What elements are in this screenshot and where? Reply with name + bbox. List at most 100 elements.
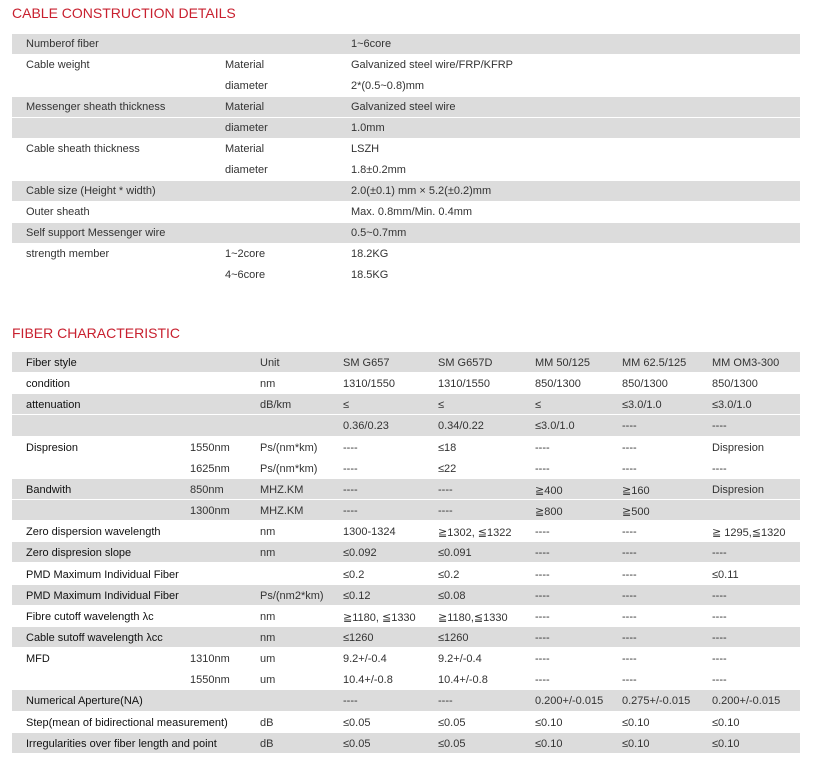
- table-cell: nm: [260, 378, 276, 391]
- table-cell: 1.8±0.2mm: [351, 164, 406, 176]
- table-cell: SM G657D: [438, 357, 493, 369]
- table-cell: Cable size (Height * width): [26, 185, 156, 197]
- table-cell: 850/1300: [712, 378, 758, 391]
- table-cell: ----: [622, 589, 637, 602]
- table-cell: nm: [260, 526, 276, 539]
- table-cell: ≤0.10: [712, 716, 740, 729]
- table-cell: ----: [343, 483, 358, 496]
- table-cell: ----: [535, 610, 550, 623]
- table-cell: Material: [225, 59, 265, 71]
- table-cell: ≤0.2: [438, 568, 460, 581]
- table-row: Cable size (Height * width) 2.0(±0.1) mm …: [12, 181, 800, 202]
- table-cell: ----: [712, 674, 727, 687]
- table-cell: Galvanized steel wire: [351, 101, 456, 113]
- table-cell: ----: [712, 631, 727, 644]
- table-row: Outer sheath Max. 0.8mm/Min. 0.4mm: [12, 202, 800, 223]
- table-cell: PMD Maximum Individual Fiber: [26, 568, 179, 581]
- table-cell: ----: [343, 695, 358, 708]
- table-cell: 0.200+/-0.015: [535, 695, 604, 708]
- table-cell: Galvanized steel wire/FRP/KFRP: [351, 59, 513, 71]
- table-cell: 1300nm: [190, 505, 230, 518]
- table-row: Cable weight Material Galvanized steel wir…: [12, 55, 800, 76]
- table-cell: ≤0.05: [343, 716, 371, 729]
- table-cell: ----: [535, 547, 550, 560]
- table-row: Messenger sheath thickness Material Galvan…: [12, 97, 800, 118]
- table-row: Step(mean of bidirectional measurement) d…: [12, 712, 800, 733]
- table-cell: ----: [438, 695, 453, 708]
- table-cell: 9.2+/-0.4: [438, 653, 482, 666]
- table-cell: ≤: [343, 399, 350, 412]
- table-row: MFD 1310nm um 9.2+/-0.4 9.2+/-0.4 ---- ---- ---…: [12, 648, 800, 669]
- table-cell: Step(mean of bidirectional measurement): [26, 716, 228, 729]
- table-row: Self support Messenger wire 0.5~0.7mm: [12, 223, 800, 244]
- table-cell: ----: [343, 441, 358, 454]
- table-cell: ----: [622, 462, 637, 475]
- section-title: FIBER CHARACTERISTIC: [12, 325, 181, 341]
- table-cell: diameter: [225, 164, 268, 176]
- table-row: Zero dispersion wavelength nm 1300-1324 ≧13…: [12, 521, 800, 542]
- table-cell: ----: [535, 526, 550, 539]
- table-cell: Numerical Aperture(NA): [26, 695, 143, 708]
- table-cell: ≤0.10: [535, 737, 563, 750]
- table-cell: um: [260, 674, 276, 687]
- table-cell: ----: [712, 547, 727, 560]
- table-cell: ----: [712, 610, 727, 623]
- table-cell: diameter: [225, 122, 268, 134]
- table-cell: ----: [622, 631, 637, 644]
- table-cell: Cable sheath thickness: [26, 143, 140, 155]
- table-cell: ≧1180, ≦1330: [343, 611, 416, 624]
- table-cell: 0.36/0.23: [343, 420, 389, 433]
- table-cell: Bandwith: [26, 483, 72, 496]
- table-cell: ----: [535, 462, 550, 475]
- table-cell: ≤3.0/1.0: [622, 399, 662, 412]
- table-cell: diameter: [225, 80, 268, 92]
- table-cell: MHZ.KM: [260, 505, 304, 518]
- table-cell: ≤18: [438, 441, 457, 454]
- table-cell: Dispresion: [712, 483, 764, 496]
- table-cell: nm: [260, 631, 276, 644]
- table-cell: ----: [622, 547, 637, 560]
- table-cell: ≧500: [622, 506, 650, 519]
- table-cell: Material: [225, 143, 265, 155]
- table-row: Fiber style Unit SM G657 SM G657D MM 50/125 M…: [12, 352, 800, 374]
- table-cell: condition: [26, 378, 71, 391]
- table-cell: 850nm: [190, 483, 224, 496]
- table-cell: ----: [712, 420, 727, 433]
- table-row: 4~6core 18.5KG: [12, 265, 800, 286]
- table-cell: Fibre cutoff wavelength λc: [26, 610, 154, 623]
- table-cell: Ps/(nm2*km): [260, 589, 324, 602]
- table-row: 0.36/0.23 0.34/0.22 ≤3.0/1.0 ---- ----: [12, 415, 800, 437]
- table-cell: ----: [622, 526, 637, 539]
- table-cell: 18.2KG: [351, 248, 389, 260]
- table-cell: ----: [535, 674, 550, 687]
- table-cell: ----: [712, 462, 727, 475]
- table-cell: attenuation: [26, 399, 81, 412]
- table-cell: 1310nm: [190, 653, 230, 666]
- table-cell: SM G657: [343, 357, 390, 369]
- table-row: PMD Maximum Individual Fiber Ps/(nm2*km) ≤…: [12, 584, 800, 606]
- table-cell: Material: [225, 101, 265, 113]
- table-cell: ----: [712, 589, 727, 602]
- table-cell: ----: [712, 653, 727, 666]
- table-cell: ≤3.0/1.0: [535, 420, 575, 433]
- table-row: PMD Maximum Individual Fiber ≤0.2 ≤0.2 ----…: [12, 564, 800, 585]
- table-cell: PMD Maximum Individual Fiber: [26, 589, 179, 602]
- table-cell: nm: [260, 610, 276, 623]
- table-cell: ≧160: [622, 484, 650, 497]
- table-cell: 1550nm: [190, 441, 230, 454]
- table-row: 1300nm MHZ.KM ---- ---- ≧800 ≧500: [12, 500, 800, 522]
- table-cell: ----: [535, 441, 550, 454]
- table-cell: Max. 0.8mm/Min. 0.4mm: [351, 206, 473, 218]
- table-cell: ≤22: [438, 462, 457, 475]
- table-cell: 850/1300: [535, 378, 581, 391]
- table-cell: 9.2+/-0.4: [343, 653, 387, 666]
- table-cell: 1~2core: [225, 248, 266, 260]
- table-cell: 1.0mm: [351, 122, 385, 134]
- table-cell: 1300-1324: [343, 526, 396, 539]
- table-cell: MM 50/125: [535, 357, 591, 369]
- table-cell: 0.200+/-0.015: [712, 695, 781, 708]
- table-cell: ----: [535, 631, 550, 644]
- table-cell: ≤0.11: [712, 568, 739, 581]
- table-cell: LSZH: [351, 143, 380, 155]
